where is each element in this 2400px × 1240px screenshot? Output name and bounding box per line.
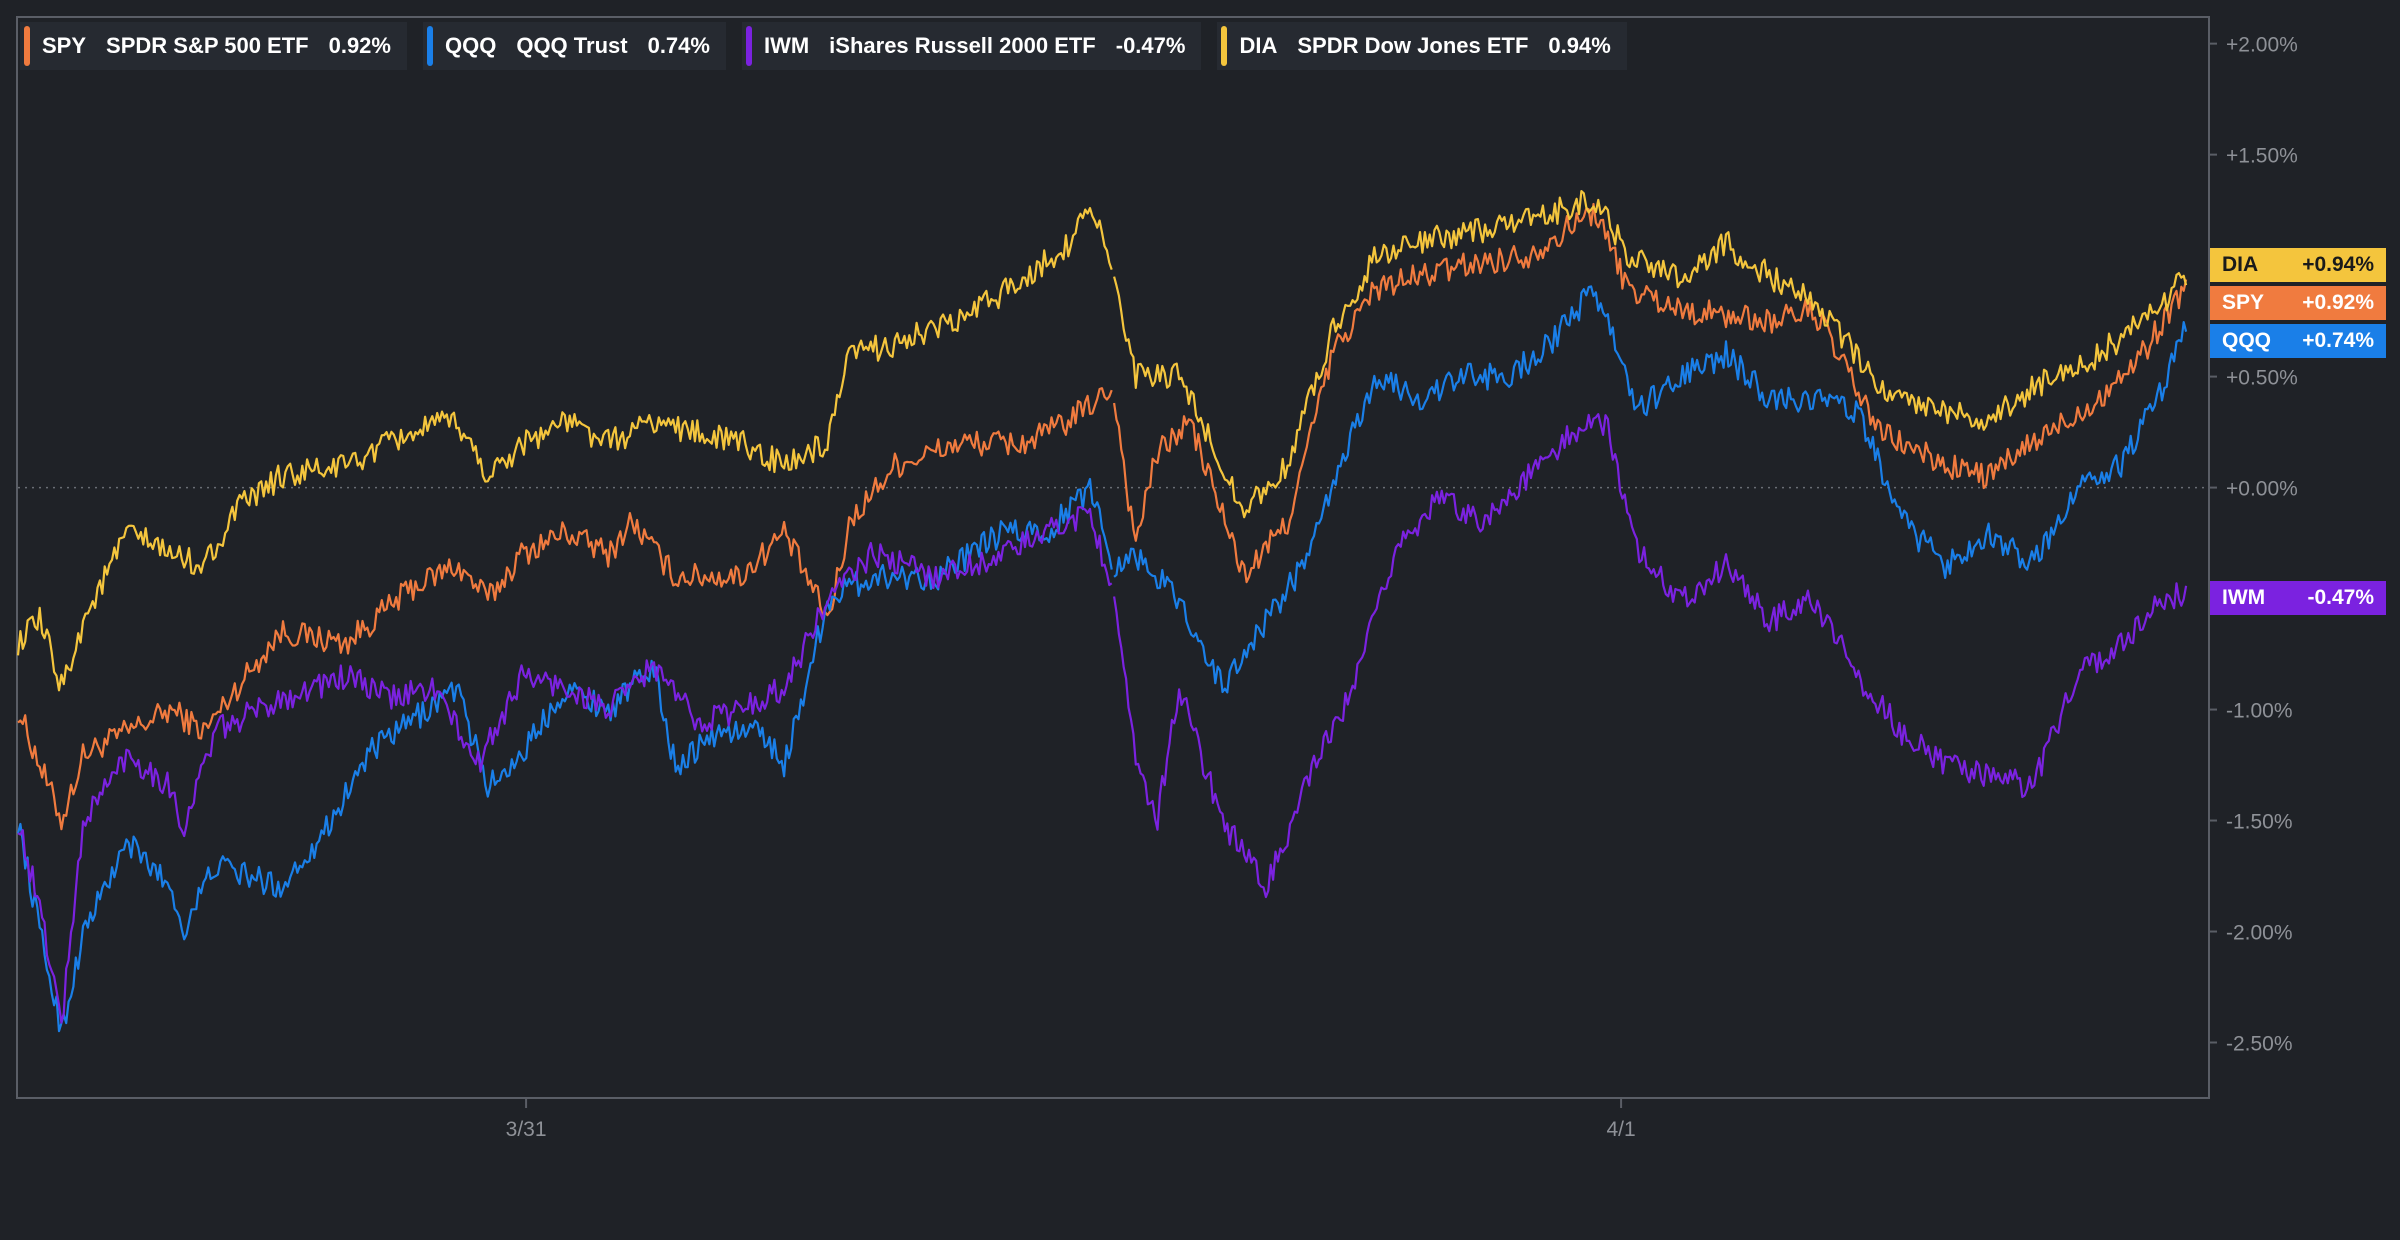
end-label-iwm: IWM -0.47% [2210, 581, 2386, 615]
end-label-ticker: IWM [2222, 586, 2266, 609]
x-axis: 3/31 4/1 [506, 1098, 1636, 1141]
end-label-value: +0.94% [2302, 253, 2374, 276]
legend-swatch-spy [24, 26, 30, 66]
x-tick-label: 4/1 [1606, 1118, 1635, 1141]
legend-item-qqq[interactable]: QQQ QQQ Trust 0.74% [422, 22, 726, 70]
legend-name: QQQ Trust [516, 33, 628, 58]
y-tick-label: -1.00% [2226, 700, 2293, 723]
series-line-dia-2 [1113, 190, 2188, 519]
legend-item-spy[interactable]: SPY SPDR S&P 500 ETF 0.92% [20, 22, 407, 70]
series-line-dia-1 [16, 207, 1113, 692]
legend-ticker: DIA [1239, 33, 1278, 58]
legend-item-iwm[interactable]: IWM iShares Russell 2000 ETF -0.47% [741, 22, 1202, 70]
legend-change: 0.74% [647, 33, 710, 58]
y-tick-label: -2.50% [2226, 1033, 2293, 1056]
legend: SPY SPDR S&P 500 ETF 0.92% QQQ QQQ Trust… [20, 22, 1627, 70]
series-line-iwm-1 [17, 506, 1113, 1024]
end-label-qqq: QQQ +0.74% [2210, 324, 2386, 358]
y-tick-label: +0.50% [2226, 367, 2298, 390]
series-line-spy-2 [1113, 202, 2188, 584]
series-layer [16, 190, 2188, 1033]
end-label-ticker: DIA [2222, 253, 2259, 276]
series-line-qqq-2 [1113, 285, 2188, 694]
series-line-spy-1 [17, 387, 1113, 831]
y-axis: +2.00%+1.50%+1.00%+0.50%+0.00%-0.50%-1.0… [2209, 34, 2298, 1056]
legend-swatch-qqq [426, 26, 433, 66]
end-label-ticker: QQQ [2222, 329, 2272, 352]
end-label-spy: SPY +0.92% [2210, 286, 2386, 320]
y-tick-label: +1.50% [2226, 145, 2298, 168]
series-line-qqq-1 [16, 477, 1113, 1033]
series-line-iwm-2 [1113, 413, 2188, 899]
legend-swatch-dia [1221, 26, 1228, 66]
x-tick-label: 3/31 [506, 1118, 547, 1141]
legend-swatch-iwm [745, 26, 752, 66]
y-tick-label: -1.50% [2226, 811, 2293, 834]
legend-change: 0.92% [328, 33, 391, 58]
legend-name: SPDR S&P 500 ETF [106, 33, 309, 58]
y-tick-label: -2.00% [2226, 922, 2293, 945]
end-label-ticker: SPY [2222, 291, 2265, 314]
legend-ticker: SPY [42, 33, 87, 58]
legend-ticker: IWM [763, 33, 810, 58]
y-tick-label: +2.00% [2226, 34, 2298, 57]
legend-change: -0.47% [1115, 33, 1186, 58]
legend-name: SPDR Dow Jones ETF [1297, 33, 1529, 58]
end-label-value: +0.74% [2302, 329, 2374, 352]
legend-change: 0.94% [1548, 33, 1611, 58]
legend-item-dia[interactable]: DIA SPDR Dow Jones ETF 0.94% [1217, 22, 1627, 70]
legend-name: iShares Russell 2000 ETF [829, 33, 1096, 58]
legend-ticker: QQQ [444, 33, 497, 58]
y-tick-label: +0.00% [2226, 478, 2298, 501]
end-label-value: +0.92% [2302, 291, 2374, 314]
end-label-value: -0.47% [2307, 586, 2374, 609]
plot-frame [16, 16, 2210, 1099]
end-label-dia: DIA +0.94% [2210, 248, 2386, 282]
